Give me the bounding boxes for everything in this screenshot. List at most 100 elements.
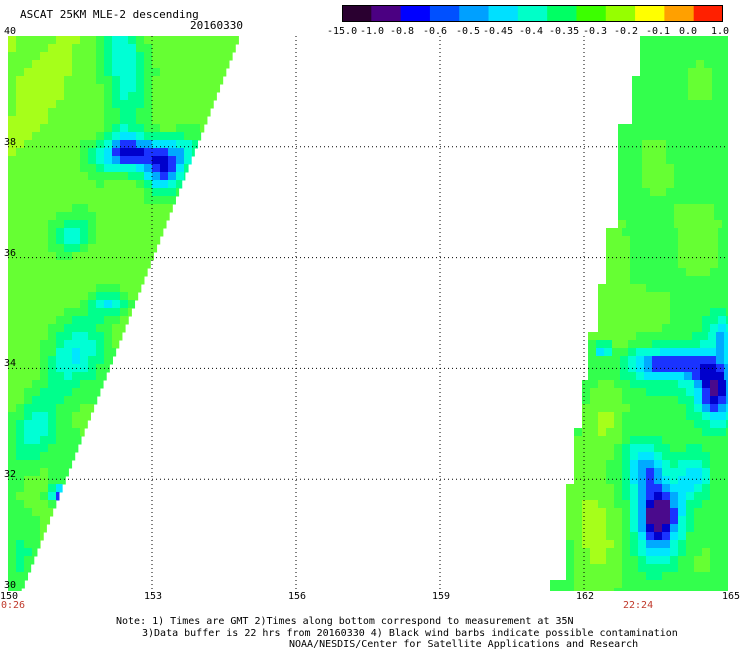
wind-cell	[112, 60, 121, 69]
wind-cell	[40, 236, 49, 245]
wind-cell	[582, 420, 591, 429]
wind-cell	[32, 60, 41, 69]
wind-cell	[104, 308, 113, 317]
wind-cell	[698, 140, 707, 149]
wind-cell	[678, 236, 687, 245]
wind-cell	[674, 204, 683, 213]
wind-cell	[658, 140, 667, 149]
wind-cell	[40, 428, 49, 437]
wind-cell	[614, 420, 623, 429]
wind-cell	[702, 292, 711, 301]
wind-cell	[688, 68, 697, 77]
wind-cell	[678, 564, 687, 573]
wind-cell	[614, 492, 623, 501]
wind-cell	[614, 516, 623, 525]
wind-cell	[708, 356, 717, 365]
wind-cell	[80, 324, 89, 333]
wind-cell	[48, 148, 57, 157]
wind-cell	[112, 164, 121, 173]
wind-cell	[104, 44, 113, 53]
wind-cell	[662, 484, 671, 493]
wind-cell	[686, 452, 695, 461]
wind-cell	[8, 116, 17, 125]
wind-cell	[32, 500, 41, 509]
wind-cell	[24, 308, 33, 317]
wind-cell	[590, 540, 599, 549]
wind-cell	[104, 236, 113, 245]
wind-cell	[702, 244, 711, 253]
wind-cell	[88, 196, 97, 205]
wind-cell	[208, 92, 217, 101]
wind-cell	[64, 204, 73, 213]
wind-cell	[160, 132, 169, 141]
wind-cell	[688, 52, 697, 61]
wind-cell	[614, 228, 623, 237]
wind-cell	[670, 260, 679, 269]
wind-cell	[596, 332, 605, 341]
wind-cell	[662, 436, 671, 445]
wind-cell	[694, 460, 703, 469]
wind-cell	[72, 276, 81, 285]
wind-cell	[112, 260, 121, 269]
wind-cell	[48, 196, 57, 205]
wind-cell	[694, 428, 703, 437]
wind-cell	[56, 124, 65, 133]
wind-cell	[638, 412, 647, 421]
wind-cell	[144, 252, 153, 261]
wind-cell	[80, 92, 89, 101]
wind-cell	[72, 452, 76, 461]
wind-cell	[8, 468, 17, 477]
wind-cell	[652, 372, 661, 381]
wind-cell	[152, 148, 161, 157]
wind-cell	[16, 52, 25, 61]
wind-cell	[104, 180, 113, 189]
wind-cell	[48, 164, 57, 173]
wind-cell	[64, 68, 73, 77]
wind-cell	[56, 252, 65, 261]
wind-cell	[598, 436, 607, 445]
wind-cell	[694, 468, 703, 477]
wind-cell	[630, 228, 639, 237]
wind-cell	[670, 580, 679, 589]
wind-cell	[136, 188, 145, 197]
wind-cell	[104, 332, 113, 341]
wind-cell	[184, 52, 193, 61]
wind-cell	[168, 116, 177, 125]
wind-cell	[104, 348, 113, 357]
wind-cell	[56, 36, 65, 45]
wind-cell	[638, 404, 647, 413]
wind-cell	[648, 60, 657, 69]
wind-cell	[136, 92, 145, 101]
wind-cell	[622, 500, 631, 509]
wind-cell	[32, 284, 41, 293]
wind-cell	[682, 148, 691, 157]
wind-cell	[16, 132, 25, 141]
wind-cell	[72, 292, 81, 301]
wind-cell	[654, 524, 663, 533]
wind-cell	[40, 100, 49, 109]
wind-cell	[144, 76, 153, 85]
wind-cell	[56, 276, 65, 285]
wind-cell	[640, 68, 649, 77]
wind-cell	[678, 468, 687, 477]
wind-cell	[120, 260, 129, 269]
wind-cell	[96, 52, 105, 61]
wind-cell	[656, 44, 665, 53]
wind-cell	[48, 188, 57, 197]
wind-cell	[64, 228, 73, 237]
wind-cell	[56, 316, 65, 325]
wind-cell	[622, 564, 631, 573]
wind-cell	[694, 300, 703, 309]
wind-cell	[152, 132, 161, 141]
wind-cell	[662, 324, 671, 333]
wind-cell	[666, 140, 675, 149]
wind-cell	[80, 204, 89, 213]
wind-cell	[136, 36, 145, 45]
wind-cell	[64, 292, 73, 301]
wind-cell	[598, 396, 607, 405]
wind-cell	[80, 156, 89, 165]
wind-cell	[56, 236, 65, 245]
wind-cell	[192, 140, 199, 149]
wind-cell	[160, 76, 169, 85]
wind-cell	[720, 52, 728, 61]
